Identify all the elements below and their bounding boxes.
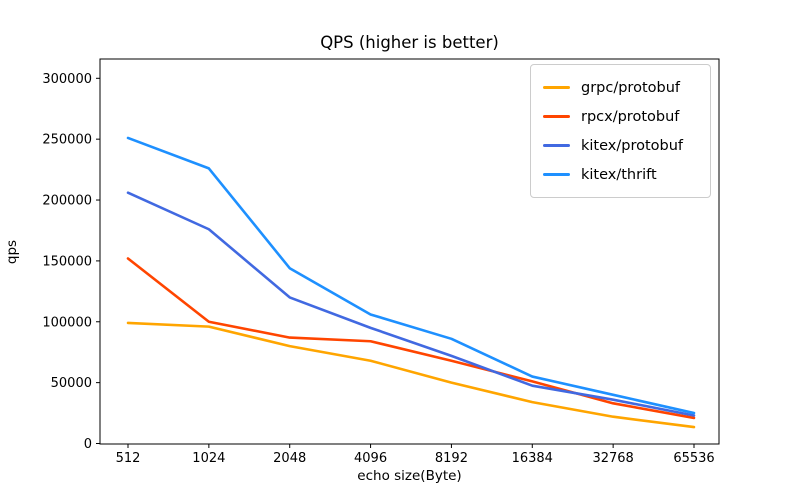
y-tick-label: 200000 <box>42 194 92 209</box>
x-axis-label: echo size(Byte) <box>357 468 462 484</box>
plot-border <box>99 58 720 445</box>
x-tick-label: 65536 <box>673 451 714 466</box>
x-tick-label: 512 <box>116 451 141 466</box>
legend-label: rpcx/protobuf <box>581 108 680 125</box>
legend-label: kitex/protobuf <box>581 137 684 154</box>
series-line-kitex-thrift <box>126 136 696 415</box>
legend-item: kitex/thrift <box>543 160 710 189</box>
series-line-grpc-protobuf <box>126 321 696 429</box>
y-tick-label: 100000 <box>42 315 92 330</box>
legend: grpc/protobuf rpcx/protobuf kitex/protobuf… <box>530 64 711 198</box>
legend-swatch <box>543 173 570 176</box>
legend-item: kitex/protobuf <box>543 131 710 160</box>
x-tick-label: 32768 <box>592 451 633 466</box>
y-tick-label: 0 <box>84 437 92 452</box>
legend-label: kitex/thrift <box>581 166 657 183</box>
series-line-rpcx-protobuf <box>126 257 696 420</box>
x-tick-label: 16384 <box>512 451 553 466</box>
legend-swatch <box>543 144 570 147</box>
legend-swatch <box>543 115 570 118</box>
legend-label: grpc/protobuf <box>581 79 681 96</box>
x-tick-label: 8192 <box>435 451 468 466</box>
legend-item: grpc/protobuf <box>543 73 710 102</box>
x-tick-label: 2048 <box>273 451 306 466</box>
y-tick-label: 300000 <box>42 72 92 87</box>
y-tick-label: 50000 <box>51 376 92 391</box>
chart-title: QPS (higher is better) <box>320 33 499 52</box>
x-tick-label: 1024 <box>192 451 225 466</box>
legend-item: rpcx/protobuf <box>543 102 710 131</box>
series-line-kitex-protobuf <box>126 191 696 417</box>
y-tick-label: 150000 <box>42 254 92 269</box>
legend-swatch <box>543 86 570 89</box>
y-axis-label: qps <box>4 239 20 265</box>
x-tick-label: 4096 <box>354 451 387 466</box>
y-tick-label: 250000 <box>42 133 92 148</box>
